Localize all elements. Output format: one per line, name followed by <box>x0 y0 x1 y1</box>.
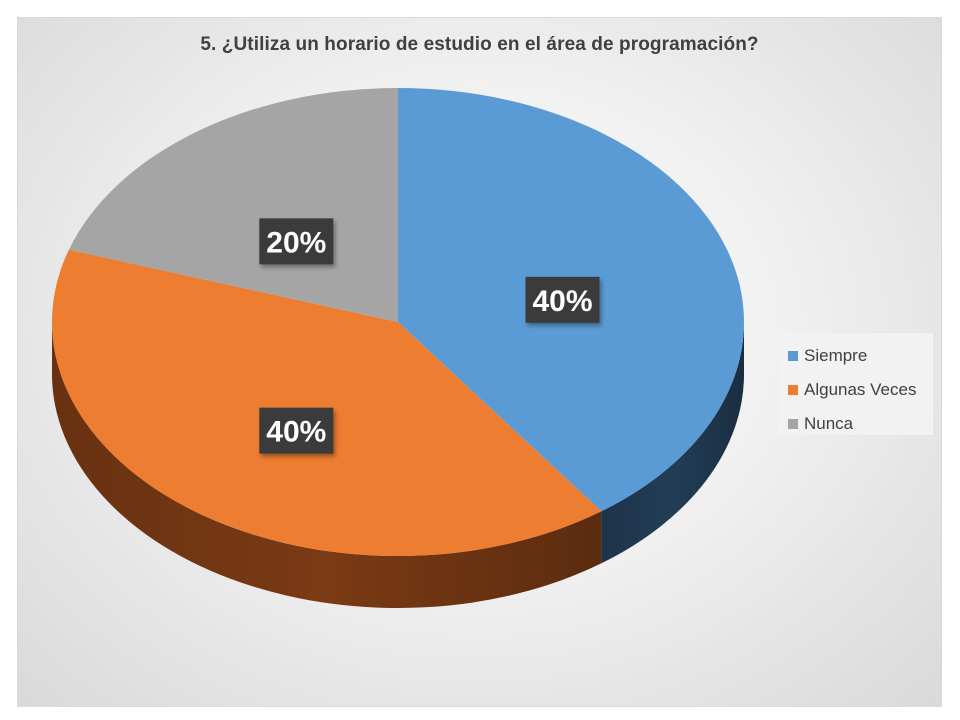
data-label-text-siempre: 40% <box>533 285 593 318</box>
pie-chart: 40% 40% 20% <box>51 88 744 609</box>
legend-swatch-algunas-veces <box>788 385 798 395</box>
data-label-box-siempre <box>525 276 600 323</box>
pie-data-labels: 40% 40% 20% <box>259 218 600 454</box>
data-label-box-nunca <box>259 218 334 265</box>
data-label-algunas-veces: 40% <box>259 407 334 454</box>
data-label-nunca: 20% <box>259 218 334 265</box>
legend-label-nunca: Nunca <box>804 414 854 433</box>
legend-swatch-siempre <box>788 351 798 361</box>
chart-area: 5. ¿Utiliza un horario de estudio en el … <box>17 17 942 707</box>
legend-item-algunas-veces: Algunas Veces <box>788 373 933 407</box>
legend-item-nunca: Nunca <box>788 407 933 441</box>
pie-side-walls <box>52 322 744 609</box>
data-label-text-nunca: 20% <box>266 226 326 259</box>
pie-top-faces <box>51 88 744 557</box>
data-label-siempre: 40% <box>525 276 600 323</box>
legend-label-algunas-veces: Algunas Veces <box>804 380 917 399</box>
chart-title: 5. ¿Utiliza un horario de estudio en el … <box>200 34 759 55</box>
legend-item-siempre: Siempre <box>788 339 933 373</box>
data-label-box-algunas-veces <box>259 407 334 454</box>
data-label-text-algunas-veces: 40% <box>266 416 326 449</box>
pie-side-shade-siempre <box>601 322 744 564</box>
pie-side-shade-algunas-veces <box>52 322 602 609</box>
legend-label-siempre: Siempre <box>804 346 868 365</box>
pie-slice-algunas-veces <box>51 249 602 557</box>
legend-swatch-nunca <box>788 419 798 429</box>
legend: Siempre Algunas Veces Nunca <box>778 333 933 435</box>
